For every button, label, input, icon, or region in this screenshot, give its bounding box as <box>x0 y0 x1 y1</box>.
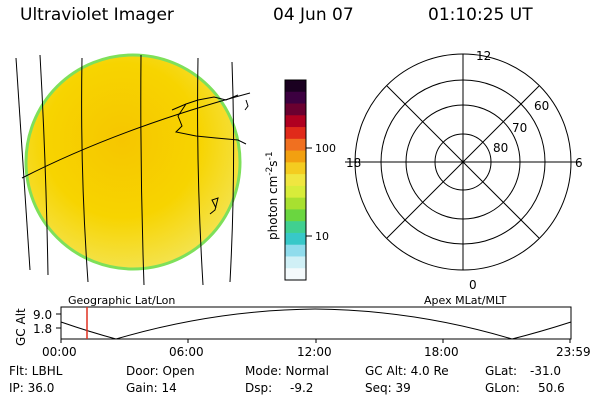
glat-value: -31.0 <box>530 364 562 378</box>
colorbar-segment <box>285 221 306 234</box>
colorbar-unit-label: photon cm-2s-1 <box>265 151 280 240</box>
y-tick-label-high: 9.0 <box>33 308 52 322</box>
x-tick-label: 23:59 <box>556 345 591 359</box>
glon-value: 50.6 <box>538 381 565 395</box>
glat-label: GLat: <box>485 364 518 378</box>
coastline <box>171 94 249 215</box>
polar-axis <box>386 85 540 239</box>
colorbar-tick-high: 100 <box>315 142 336 155</box>
lon-line <box>15 57 31 271</box>
x-tick-label: 18:00 <box>424 345 459 359</box>
colorbar-frame <box>284 79 307 281</box>
door-info: Door: Open <box>126 364 195 378</box>
x-tick-label: 12:00 <box>297 345 332 359</box>
altitude-axis-label: GC Alt <box>14 308 28 346</box>
earth-disk <box>24 53 242 271</box>
filter-info: Flt: LBHL <box>9 364 63 378</box>
lon-line <box>39 54 49 276</box>
colorbar-segment <box>285 127 306 140</box>
colorbar-segment <box>285 209 306 222</box>
app-title: Ultraviolet Imager <box>20 5 174 25</box>
geographic-image <box>15 53 251 286</box>
mlt-label-0: 0 <box>469 278 477 292</box>
colorbar-segment <box>285 197 306 211</box>
time-label: 01:10:25 UT <box>428 5 533 25</box>
dsp-label: Dsp: <box>245 381 273 395</box>
mlat-label-60: 60 <box>534 99 549 113</box>
colorbar-segment <box>285 138 306 152</box>
polar-plot <box>345 53 580 271</box>
colorbar-segment <box>285 162 306 175</box>
date-label: 04 Jun 07 <box>273 5 354 25</box>
colorbar-segment <box>285 244 306 258</box>
mlat-label-70: 70 <box>512 121 527 135</box>
y-tick-label-low: 1.8 <box>33 322 52 336</box>
lon-line <box>197 57 204 286</box>
gain-info: Gain: 14 <box>126 381 177 395</box>
glon-label: GLon: <box>485 381 520 395</box>
lon-line <box>81 57 89 283</box>
colorbar <box>285 80 306 281</box>
colorbar-segment <box>285 103 306 116</box>
dsp-value: -9.2 <box>290 381 314 395</box>
lat-line <box>21 92 251 179</box>
colorbar-segment <box>285 174 306 187</box>
x-tick-label: 00:00 <box>42 345 77 359</box>
colorbar-segment <box>285 91 306 105</box>
colorbar-segment <box>285 150 306 163</box>
aurora-blob <box>530 211 571 268</box>
colorbar-tick-low: 10 <box>315 230 329 243</box>
mlt-label-6: 6 <box>575 156 583 170</box>
gc-alt-info: GC Alt: 4.0 Re <box>365 364 449 378</box>
lon-line <box>229 61 235 283</box>
colorbar-segment <box>285 80 306 93</box>
mlt-label-12: 12 <box>476 49 491 63</box>
mlat-label-80: 80 <box>493 141 508 155</box>
altitude-curve <box>60 308 572 340</box>
colorbar-segment <box>285 256 306 269</box>
ip-info: IP: 36.0 <box>9 381 55 395</box>
seq-info: Seq: 39 <box>365 381 411 395</box>
colorbar-segment <box>285 115 306 128</box>
colorbar-segment <box>285 185 306 199</box>
left-panel-caption: Geographic Lat/Lon <box>68 294 175 307</box>
mode-info: Mode: Normal <box>245 364 329 378</box>
lon-line <box>140 54 145 286</box>
colorbar-segment <box>285 232 306 246</box>
x-tick-label: 06:00 <box>169 345 204 359</box>
colorbar-segment <box>285 268 306 281</box>
right-panel-caption: Apex MLat/MLT <box>424 294 507 307</box>
mlt-label-18: 18 <box>346 156 361 170</box>
